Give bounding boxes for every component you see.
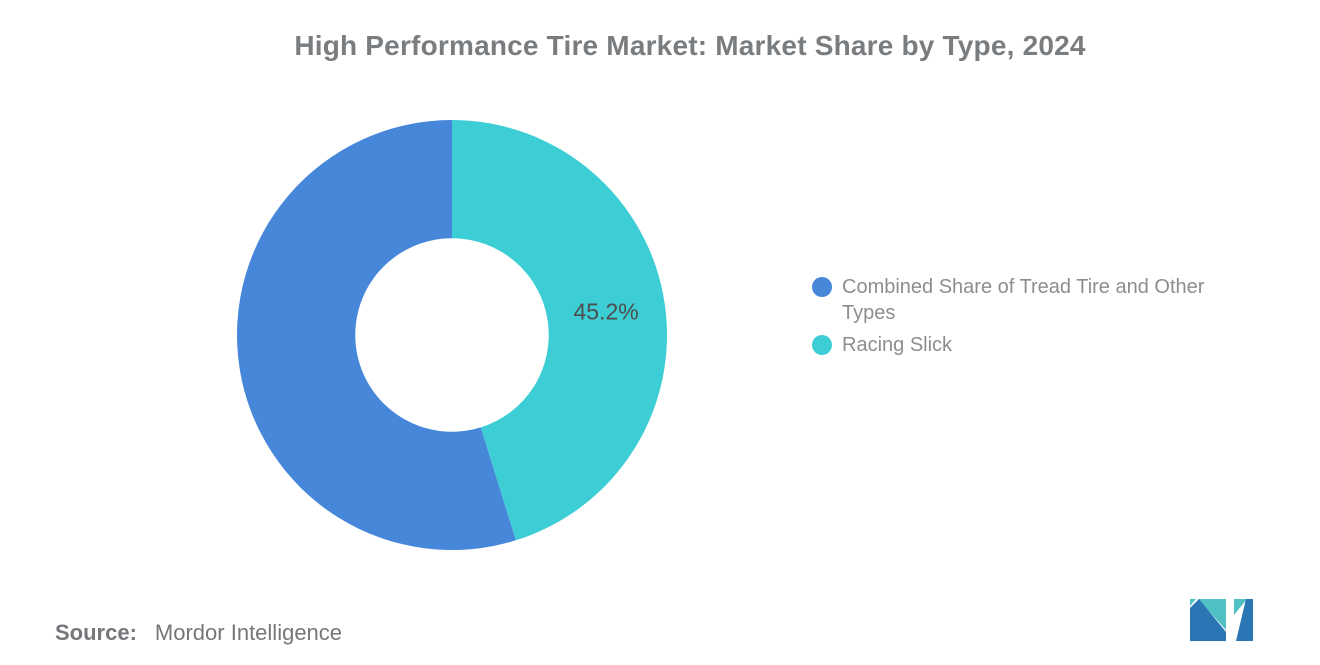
legend-marker[interactable] <box>812 335 832 355</box>
legend-item-label: Racing Slick <box>842 334 953 356</box>
logo-shape <box>1190 599 1196 606</box>
legend-item-racing-slick[interactable]: Racing Slick <box>812 332 1242 358</box>
source-prefix: Source: <box>55 620 137 645</box>
donut-data-label: 45.2% <box>573 299 638 325</box>
donut-slice-combined-share-of-tread-tire-and-other-types[interactable] <box>237 120 516 550</box>
legend-marker[interactable] <box>812 277 832 297</box>
logo-shape <box>1190 599 1226 641</box>
legend: Combined Share of Tread Tire and Other T… <box>812 274 1242 358</box>
chart-title: High Performance Tire Market: Market Sha… <box>294 30 1086 61</box>
source-line: Source: Mordor Intelligence <box>55 620 342 646</box>
donut-slice-racing-slick[interactable] <box>452 120 667 541</box>
donut-chart: 45.2% <box>237 120 667 550</box>
legend-item-label: Combined Share of Tread Tire and Other T… <box>842 276 1205 324</box>
legend-item-combined[interactable]: Combined Share of Tread Tire and Other T… <box>812 274 1242 326</box>
source-text: Mordor Intelligence <box>154 620 343 645</box>
logo-shape <box>1236 599 1253 641</box>
logo-shape <box>1234 599 1247 615</box>
mordor-intelligence-logo <box>1190 599 1253 641</box>
